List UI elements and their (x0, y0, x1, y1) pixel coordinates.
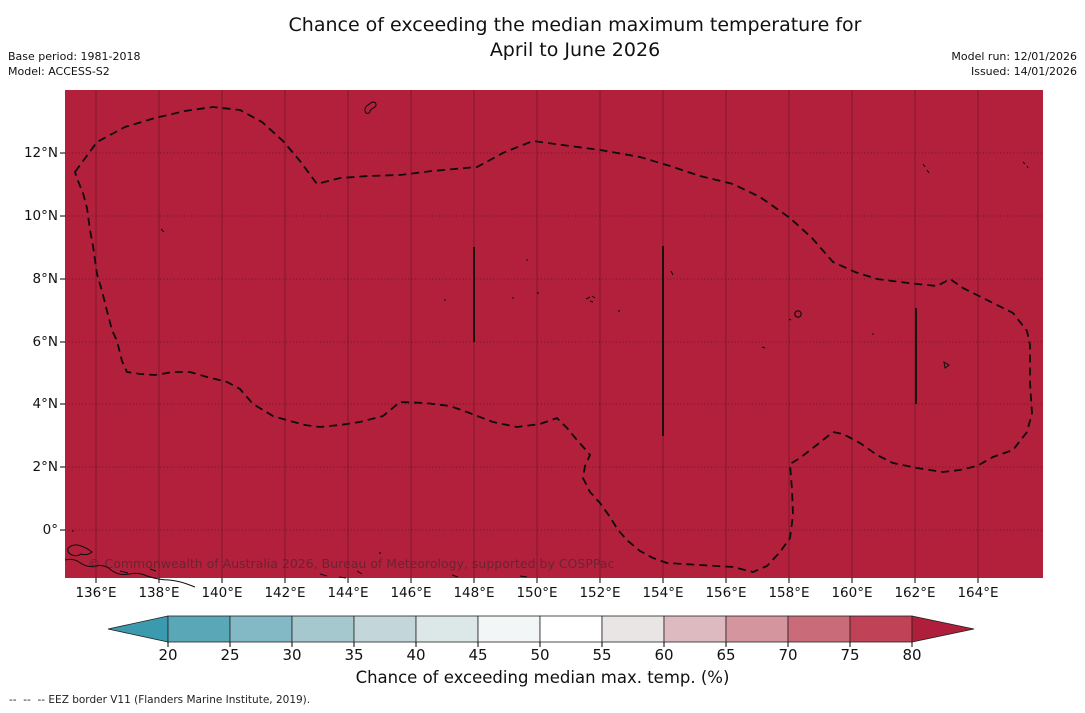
issued-text: Issued: 14/01/2026 (970, 64, 1077, 78)
island-biak (67, 544, 93, 557)
x-tick-label: 162°E (894, 585, 936, 601)
colorbar-segment (787, 615, 851, 643)
x-tick-label: 154°E (642, 585, 684, 601)
colorbar-segment (291, 615, 355, 643)
colorbar-segment (167, 615, 231, 643)
colorbar-tick-label: 80 (902, 646, 922, 664)
colorbar-segment (353, 615, 417, 643)
x-tick-label: 138°E (138, 585, 180, 601)
run-metadata-right: Model run: 12/01/2026 Issued: 14/01/2026 (951, 50, 1077, 79)
model-text: Model: ACCESS-S2 (8, 64, 110, 78)
coastline-new-guinea (64, 558, 196, 588)
colorbar-tick-label: 45 (468, 646, 488, 664)
colorbar-segment (663, 615, 727, 643)
base-period-text: Base period: 1981-2018 (8, 50, 141, 63)
island-pohnpei (794, 310, 802, 318)
y-axis-ticks (60, 152, 65, 531)
y-tick-label: 12°N (23, 145, 58, 161)
eez-border-caption: -- -- -- EEZ border V11 (Flanders Marine… (9, 694, 311, 706)
colorbar-segment (415, 615, 479, 643)
x-tick-label: 158°E (768, 585, 810, 601)
model-run-text: Model run: 12/01/2026 (951, 50, 1077, 63)
colorbar-tick-marks (167, 642, 913, 647)
colorbar-tick-label: 75 (840, 646, 860, 664)
x-tick-label: 150°E (516, 585, 558, 601)
x-tick-label: 148°E (453, 585, 495, 601)
colorbar-tick-label: 30 (282, 646, 302, 664)
y-tick-label: 6°N (32, 334, 58, 350)
islands-layer (64, 101, 1029, 588)
colorbar-segment (229, 615, 293, 643)
colorbar-tick-label: 25 (220, 646, 240, 664)
x-tick-label: 156°E (705, 585, 747, 601)
eez-internal-borders (473, 246, 917, 436)
y-tick-label: 8°N (32, 271, 58, 287)
colorbar-tick-label: 55 (592, 646, 612, 664)
x-tick-label: 152°E (579, 585, 621, 601)
colorbar-segment (849, 615, 913, 643)
colorbar-tick-label: 60 (654, 646, 674, 664)
page-title: Chance of exceeding the median maximum t… (65, 13, 1085, 63)
x-tick-label: 160°E (831, 585, 873, 601)
x-tick-label: 164°E (957, 585, 999, 601)
x-tick-label: 142°E (264, 585, 306, 601)
colorbar-segment (539, 615, 603, 643)
coastline-fragments (119, 568, 528, 579)
x-tick-label: 136°E (75, 585, 117, 601)
title-line2: April to June 2026 (489, 39, 661, 61)
colorbar-segment (601, 615, 665, 643)
island-pohnpei-speck (761, 318, 792, 349)
island-yap (160, 228, 165, 233)
island-specks (72, 259, 874, 554)
island-kosrae (943, 361, 950, 369)
x-tick-label: 144°E (327, 585, 369, 601)
map-probability-fill (65, 90, 1043, 578)
x-tick-label: 146°E (390, 585, 432, 601)
colorbar-tick-label: 65 (716, 646, 736, 664)
colorbar-segment (725, 615, 789, 643)
colorbar-tick-label: 50 (530, 646, 550, 664)
colorbar-tick-label: 40 (406, 646, 426, 664)
y-tick-label: 10°N (23, 208, 58, 224)
y-tick-label: 0° (42, 522, 58, 538)
y-tick-label: 4°N (32, 396, 58, 412)
colorbar-tick-label: 20 (158, 646, 178, 664)
island-chuuk (585, 270, 674, 303)
colorbar-segment (477, 615, 541, 643)
colorbar-left-arrow (107, 615, 169, 643)
island-guam (364, 101, 377, 114)
eez-border-path (73, 106, 1033, 573)
run-metadata-left: Base period: 1981-2018 Model: ACCESS-S2 (8, 50, 140, 79)
colorbar-right-arrow (911, 615, 975, 643)
title-line1: Chance of exceeding the median maximum t… (288, 14, 862, 36)
colorbar (107, 615, 975, 647)
island-marianas-dashes (922, 161, 1029, 174)
colorbar-tick-label: 35 (344, 646, 364, 664)
x-axis-ticks (95, 578, 979, 583)
copyright-watermark: © Commonwealth of Australia 2026, Bureau… (88, 556, 615, 571)
x-tick-label: 140°E (201, 585, 243, 601)
colorbar-title: Chance of exceeding median max. temp. (%… (355, 668, 730, 687)
colorbar-tick-label: 70 (778, 646, 798, 664)
y-tick-label: 2°N (32, 459, 58, 475)
